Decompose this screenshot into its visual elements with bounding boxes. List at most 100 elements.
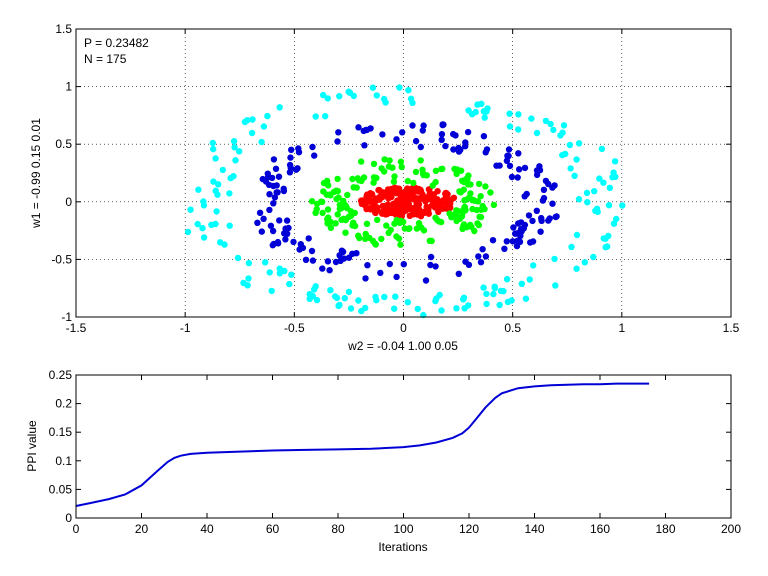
- scatter-point: [432, 178, 439, 186]
- scatter-point: [231, 144, 238, 151]
- scatter-point: [598, 145, 606, 152]
- line-x-axis-label: Iterations: [378, 540, 427, 554]
- scatter-point: [396, 212, 404, 219]
- scatter-point: [398, 163, 405, 171]
- scatter-point: [360, 174, 368, 181]
- scatter-point: [295, 145, 302, 152]
- scatter-point: [536, 167, 544, 174]
- scatter-point: [374, 216, 381, 224]
- scatter-point: [462, 139, 469, 146]
- scatter-point: [324, 206, 332, 213]
- scatter-point: [249, 116, 256, 123]
- scatter-point: [540, 186, 548, 193]
- scatter-point: [510, 224, 517, 231]
- scatter-point: [338, 203, 346, 210]
- scatter-point: [460, 296, 467, 303]
- scatter-point: [477, 193, 484, 200]
- scatter-point: [334, 138, 341, 145]
- scatter-point: [405, 87, 412, 94]
- scatter-point: [539, 197, 547, 204]
- scatter-point: [552, 282, 559, 289]
- scatter-point: [490, 290, 497, 298]
- scatter-point: [377, 269, 384, 277]
- scatter-point: [360, 127, 367, 135]
- scatter-point: [379, 131, 386, 138]
- scatter-point: [483, 300, 490, 308]
- scatter-point: [480, 284, 487, 291]
- scatter-point: [419, 127, 426, 134]
- scatter-point: [393, 233, 400, 240]
- scatter-point: [465, 172, 472, 179]
- scatter-point: [273, 189, 280, 196]
- scatter-point: [284, 230, 291, 237]
- scatter-point: [391, 189, 398, 196]
- scatter-point: [606, 184, 613, 191]
- scatter-point: [210, 178, 217, 185]
- scatter-point: [370, 179, 377, 186]
- scatter-point: [411, 204, 419, 212]
- scatter-point: [526, 276, 533, 283]
- scatter-point: [363, 220, 371, 227]
- scatter-point: [274, 238, 282, 246]
- scatter-point: [308, 247, 316, 255]
- scatter-point: [393, 273, 400, 281]
- scatter-point: [459, 225, 466, 232]
- scatter-point: [560, 122, 568, 129]
- scatter-point: [465, 261, 473, 268]
- scatter-point: [269, 227, 277, 235]
- scatter-point: [515, 111, 522, 118]
- scatter-point: [442, 194, 450, 201]
- scatter-point: [312, 283, 319, 290]
- scatter-point: [288, 271, 295, 278]
- scatter-point: [400, 261, 407, 268]
- scatter-x-tick-label: 0: [400, 321, 407, 335]
- scatter-point: [335, 194, 342, 201]
- scatter-point: [333, 294, 341, 302]
- scatter-point: [336, 93, 343, 100]
- line-y-axis-label: PPI value: [25, 420, 39, 472]
- scatter-point: [453, 305, 460, 312]
- scatter-point: [509, 238, 516, 245]
- scatter-point: [219, 166, 226, 174]
- scatter-point: [527, 239, 534, 246]
- scatter-point: [481, 114, 488, 121]
- scatter-point: [451, 165, 458, 173]
- scatter-point: [399, 129, 406, 136]
- scatter-point: [324, 95, 331, 102]
- scatter-point: [351, 222, 359, 230]
- scatter-point: [506, 110, 513, 117]
- scatter-point: [417, 186, 424, 194]
- scatter-point: [349, 250, 356, 257]
- scatter-point: [362, 275, 369, 282]
- scatter-point: [439, 165, 446, 172]
- scatter-point: [230, 138, 238, 145]
- scatter-point: [369, 84, 377, 91]
- scatter-point: [551, 182, 558, 189]
- scatter-point: [358, 158, 365, 165]
- scatter-point: [200, 234, 208, 241]
- line-x-tick-label: 20: [135, 522, 149, 536]
- scatter-point: [462, 207, 469, 214]
- scatter-point: [400, 218, 407, 226]
- scatter-point: [378, 165, 385, 172]
- scatter-y-tick-label: -0.5: [51, 252, 72, 266]
- scatter-point: [381, 293, 388, 301]
- scatter-point: [450, 211, 457, 218]
- scatter-point: [268, 287, 275, 295]
- scatter-x-tick-label: 1: [618, 321, 625, 335]
- scatter-point: [465, 107, 472, 114]
- scatter-point: [373, 174, 380, 182]
- scatter-point: [287, 154, 294, 161]
- scatter-point: [529, 217, 536, 225]
- scatter-point: [602, 244, 609, 251]
- scatter-point: [438, 136, 445, 143]
- scatter-point: [397, 158, 405, 165]
- scatter-point: [434, 188, 441, 195]
- scatter-point: [552, 213, 559, 221]
- scatter-point: [514, 174, 521, 181]
- scatter-point: [382, 211, 389, 218]
- scatter-point: [374, 204, 381, 212]
- scatter-point: [266, 206, 273, 214]
- scatter-point: [428, 237, 435, 245]
- scatter-point: [454, 207, 461, 215]
